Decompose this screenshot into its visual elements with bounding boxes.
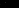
Text: Pressure with

kneading: Pressure with kneading bbox=[4, 2, 19, 8]
Text: No: No bbox=[10, 0, 19, 8]
Text: Good: Good bbox=[4, 0, 19, 8]
Text: 150±: 150± bbox=[2, 0, 19, 8]
Text: Good: Good bbox=[10, 0, 19, 8]
Text: Very good: Very good bbox=[7, 0, 19, 8]
Text: Vibrating plate
compactor;
vibrating
roller; vibrating
sheepsfoot
roller: Vibrating plate compactor; vibrating rol… bbox=[10, 0, 19, 5]
Text: Very good: Very good bbox=[4, 0, 19, 8]
Text: 300±: 300± bbox=[2, 0, 19, 8]
Text: Very easy: Very easy bbox=[16, 0, 19, 8]
Text: Good: Good bbox=[7, 0, 19, 8]
Text: Poor: Poor bbox=[13, 0, 19, 8]
Text: Good: Good bbox=[7, 0, 19, 8]
Text: Excellent: Excellent bbox=[10, 0, 19, 8]
Text: 250±: 250± bbox=[2, 0, 19, 8]
Text: Lift
thickness
(mm): Lift thickness (mm) bbox=[2, 0, 19, 5]
Text: Impact: Impact bbox=[0, 2, 19, 8]
Text: Good: Good bbox=[13, 0, 19, 8]
Text: Excellent: Excellent bbox=[13, 0, 19, 8]
Text: Very difficult: Very difficult bbox=[16, 0, 19, 8]
Text: Not applicable: Not applicable bbox=[4, 0, 19, 8]
Text: Material: Material bbox=[0, 0, 19, 5]
Text: Compactability: Compactability bbox=[16, 0, 19, 5]
Text: Not applicable: Not applicable bbox=[4, 0, 19, 8]
Text: Vibrating
sheepsfoot
rammer: Vibrating sheepsfoot rammer bbox=[13, 0, 19, 5]
Text: Easy: Easy bbox=[16, 0, 19, 8]
Text: Vibration: Vibration bbox=[0, 2, 19, 8]
Text: Difficult: Difficult bbox=[16, 0, 19, 8]
Text: 150±: 150± bbox=[2, 0, 19, 8]
Text: Poor: Poor bbox=[13, 0, 19, 8]
Text: Static sheeps-
foot grid roller;
scraper: Static sheeps- foot grid roller; scraper bbox=[4, 0, 19, 5]
Text: Scraper;
rubber-tired
roller; loader;
grid roller: Scraper; rubber-tired roller; loader; gr… bbox=[7, 0, 19, 5]
Text: Kneading with

pressure: Kneading with pressure bbox=[0, 2, 19, 8]
Text: Poor: Poor bbox=[10, 0, 19, 8]
Text: Excellent: Excellent bbox=[7, 0, 19, 8]
